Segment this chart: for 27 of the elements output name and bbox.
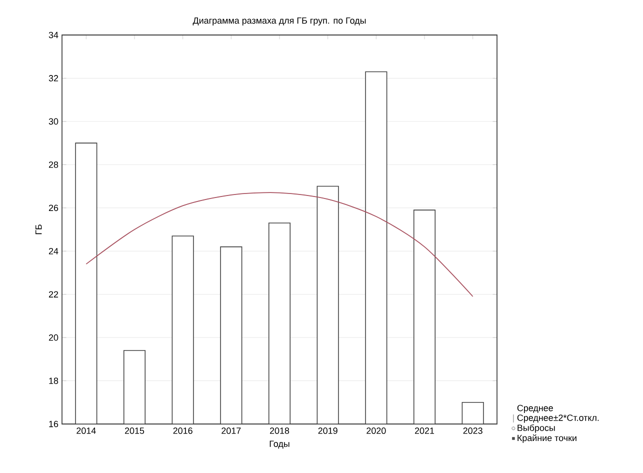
text: Крайние точки bbox=[518, 434, 576, 443]
y-tick-label: 22 bbox=[48, 291, 58, 298]
x-tick-label: 2017 bbox=[222, 428, 241, 434]
x-tick-label: 2020 bbox=[366, 428, 386, 434]
y-tick-label: 24 bbox=[48, 248, 58, 254]
x-tick-label: 2018 bbox=[270, 428, 290, 434]
text: Среднее bbox=[517, 404, 553, 413]
y-tick-label: 26 bbox=[48, 204, 58, 212]
x-tick-label: 2016 bbox=[173, 428, 192, 434]
x-tick-label: 2023 bbox=[463, 428, 482, 434]
x-tick-label: 2014 bbox=[76, 428, 96, 434]
y-tick-label: 30 bbox=[48, 118, 58, 125]
y-tick-label: 28 bbox=[48, 161, 58, 168]
text: Среднее±2*Ст.откл. bbox=[517, 414, 599, 423]
x-axis-title: Годы bbox=[270, 440, 290, 449]
y-tick-label: 16 bbox=[49, 420, 58, 428]
x-tick-label: 2015 bbox=[124, 428, 144, 434]
x-tick-label: 2019 bbox=[318, 428, 338, 434]
y-tick-label: 18 bbox=[49, 378, 58, 384]
y-axis-title: ГБ bbox=[35, 224, 42, 234]
x-tick-label: 2021 bbox=[414, 428, 434, 434]
text: Выбросы bbox=[518, 424, 555, 433]
y-tick-label: 34 bbox=[48, 32, 58, 38]
chart-title: Диаграмма размаха для ГБ груп. по Годы bbox=[192, 17, 366, 26]
line-series bbox=[86, 192, 474, 297]
y-tick-label: 32 bbox=[48, 75, 58, 82]
y-tick-label: 20 bbox=[48, 334, 58, 341]
